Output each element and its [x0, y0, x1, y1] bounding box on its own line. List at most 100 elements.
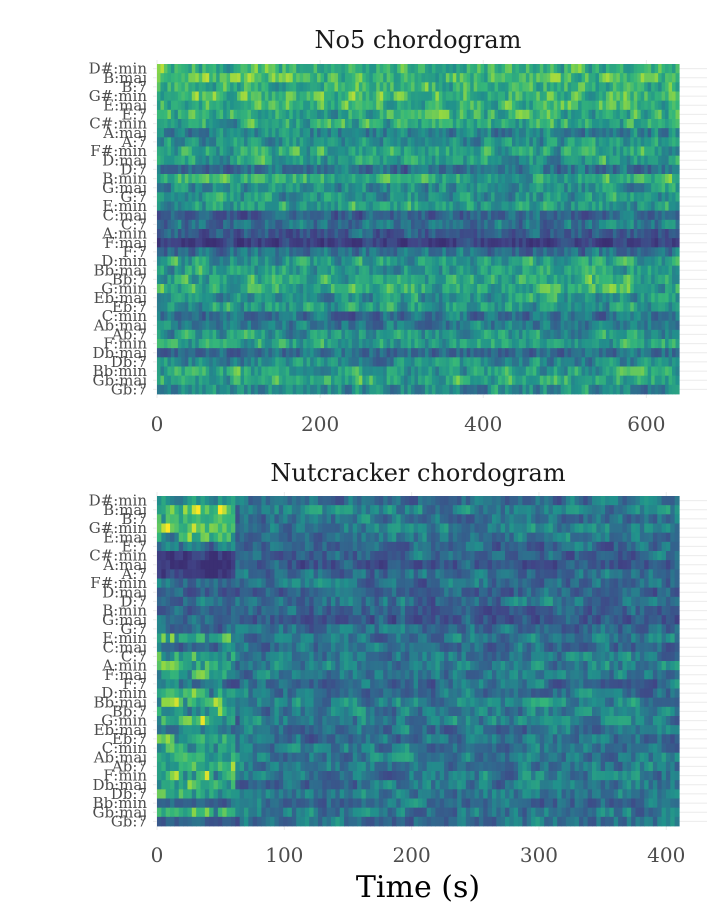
heatmap-cell: [230, 357, 235, 367]
heatmap-cell: [515, 192, 520, 202]
heatmap-cell: [595, 274, 600, 285]
heatmap-cell: [511, 320, 517, 331]
heatmap-cell: [529, 100, 534, 111]
heatmap-cell: [216, 91, 221, 102]
heatmap-cell: [487, 73, 492, 83]
heatmap-cell: [508, 64, 513, 74]
heatmap-cell: [459, 311, 464, 322]
heatmap-cell: [536, 329, 541, 340]
heatmap-cell: [466, 256, 471, 267]
heatmap-cell: [567, 109, 572, 120]
heatmap-cell: [303, 284, 308, 294]
heatmap-cell: [477, 183, 482, 193]
heatmap-cell: [163, 128, 169, 138]
heatmap-cell: [675, 320, 680, 331]
heatmap-cell: [348, 109, 353, 120]
heatmap-cell: [303, 192, 308, 202]
heatmap-cell: [456, 128, 461, 138]
heatmap-cell: [571, 128, 576, 138]
heatmap-cell: [327, 164, 332, 175]
heatmap-cell: [672, 91, 677, 102]
heatmap-cell: [261, 192, 266, 202]
heatmap-cell: [445, 329, 450, 340]
heatmap-cell: [574, 274, 579, 285]
heatmap-cell: [223, 357, 228, 367]
heatmap-cell: [167, 73, 172, 83]
heatmap-cell: [313, 119, 318, 129]
heatmap-cell: [644, 183, 649, 193]
heatmap-cell: [379, 91, 384, 102]
heatmap-cell: [658, 320, 663, 331]
heatmap-cell: [250, 73, 256, 83]
heatmap-cell: [306, 274, 311, 285]
heatmap-cell: [365, 256, 370, 267]
heatmap-cell: [612, 238, 617, 248]
heatmap-cell: [616, 73, 621, 83]
heatmap-cell: [296, 82, 301, 92]
heatmap-cell: [317, 64, 322, 74]
heatmap-cell: [612, 339, 617, 349]
heatmap-cell: [257, 174, 262, 184]
heatmap-cell: [198, 119, 203, 129]
heatmap-cell: [414, 284, 419, 294]
heatmap-cell: [435, 109, 440, 120]
heatmap-cell: [317, 256, 322, 267]
heatmap-cell: [233, 109, 238, 120]
heatmap-cell: [181, 284, 186, 294]
heatmap-cell: [647, 256, 652, 267]
heatmap-cell: [376, 357, 381, 367]
heatmap-cell: [393, 256, 398, 267]
heatmap-cell: [397, 302, 402, 312]
heatmap-cell: [407, 229, 412, 239]
heatmap-cell: [191, 137, 196, 147]
heatmap-cell: [257, 183, 262, 193]
heatmap-cell: [431, 164, 436, 175]
heatmap-cell: [404, 109, 409, 120]
heatmap-cell: [223, 91, 228, 102]
heatmap-cell: [665, 302, 670, 312]
heatmap-cell: [188, 128, 193, 138]
heatmap-cell: [644, 100, 649, 111]
heatmap-cell: [484, 320, 489, 331]
heatmap-cell: [487, 229, 492, 239]
heatmap-cell: [449, 82, 454, 92]
heatmap-cell: [675, 302, 680, 312]
heatmap-cell: [362, 164, 367, 175]
heatmap-cell: [543, 91, 548, 102]
heatmap-cell: [463, 219, 468, 230]
heatmap-cell: [226, 192, 231, 202]
heatmap-cell: [438, 247, 443, 257]
heatmap-cell: [654, 174, 659, 184]
heatmap-cell: [233, 357, 238, 367]
heatmap-cell: [268, 229, 273, 239]
heatmap-cell: [188, 146, 193, 157]
heatmap-cell: [550, 256, 555, 267]
heatmap-cell: [511, 293, 517, 303]
heatmap-cell: [431, 201, 436, 212]
heatmap-cell: [466, 192, 471, 202]
heatmap-cell: [320, 357, 325, 367]
heatmap-cell: [348, 192, 353, 202]
heatmap-cell: [223, 274, 228, 285]
heatmap-cell: [306, 73, 311, 83]
heatmap-cell: [640, 91, 645, 102]
heatmap-cell: [505, 119, 510, 129]
heatmap-cell: [278, 100, 283, 111]
heatmap-cell: [195, 73, 200, 83]
heatmap-cell: [529, 311, 534, 322]
heatmap-cell: [390, 146, 395, 157]
heatmap-cell: [247, 265, 252, 276]
heatmap-cell: [205, 311, 210, 322]
heatmap-cell: [254, 357, 259, 367]
heatmap-cell: [647, 210, 652, 221]
heatmap-cell: [237, 265, 242, 276]
heatmap-cell: [337, 100, 343, 111]
heatmap-cell: [250, 265, 256, 276]
heatmap-cell: [494, 265, 499, 276]
heatmap-cell: [477, 91, 482, 102]
heatmap-cell: [372, 73, 377, 83]
heatmap-cell: [240, 247, 245, 257]
heatmap-cell: [567, 265, 572, 276]
heatmap-cell: [230, 238, 235, 248]
heatmap-cell: [553, 91, 558, 102]
